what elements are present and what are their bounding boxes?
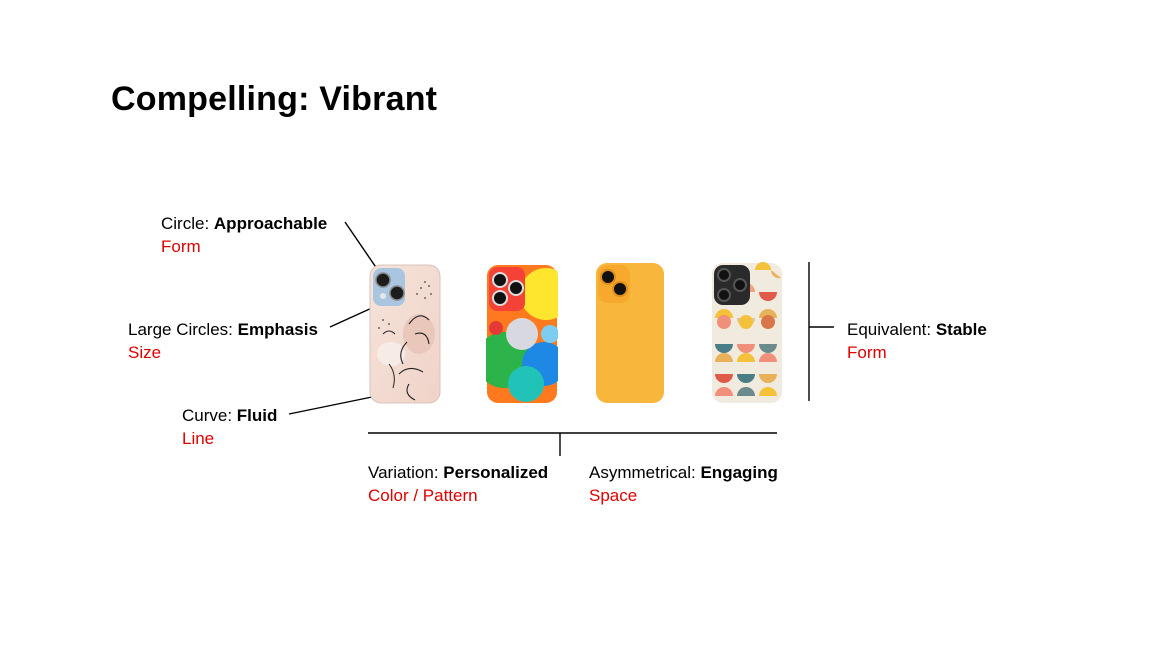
circle-value: Approachable <box>213 214 328 233</box>
equivalent-annotation: Equivalent: Stable Form <box>847 318 987 364</box>
large-circles-category: Size <box>128 343 162 362</box>
curve-category: Line <box>182 429 215 448</box>
curve-key: Curve: <box>182 406 237 425</box>
phone-case-solid-icon <box>596 263 664 403</box>
curve-value: Fluid <box>236 406 278 425</box>
circle-category: Form <box>161 237 201 256</box>
large-circles-key: Large Circles: <box>128 320 238 339</box>
phone-case-floral-icon <box>369 264 441 404</box>
asymmetrical-value: Engaging <box>700 463 778 482</box>
large-circles-annotation: Large Circles: Emphasis Size <box>128 318 318 364</box>
curve-annotation: Curve: Fluid Line <box>182 404 277 450</box>
large-circles-value: Emphasis <box>237 320 318 339</box>
variation-key: Variation: <box>368 463 444 482</box>
phone-case-geometric-icon <box>712 262 782 403</box>
circle-key: Circle: <box>161 214 214 233</box>
variation-annotation: Variation: Personalized Color / Pattern <box>368 461 548 507</box>
equivalent-category: Form <box>847 343 887 362</box>
slide-title: Compelling: Vibrant <box>111 80 438 118</box>
equivalent-value: Stable <box>935 320 987 339</box>
variation-value: Personalized <box>443 463 549 482</box>
variation-category: Color / Pattern <box>368 486 478 505</box>
asymmetrical-category: Space <box>589 486 638 505</box>
asymmetrical-annotation: Asymmetrical: Engaging Space <box>589 461 778 507</box>
curve-pointer-line <box>288 396 373 415</box>
asymmetrical-key: Asymmetrical: <box>589 463 701 482</box>
circle-annotation: Circle: Approachable Form <box>161 212 327 258</box>
equivalent-key: Equivalent: <box>847 320 936 339</box>
phone-case-abstract-icon <box>486 265 558 403</box>
